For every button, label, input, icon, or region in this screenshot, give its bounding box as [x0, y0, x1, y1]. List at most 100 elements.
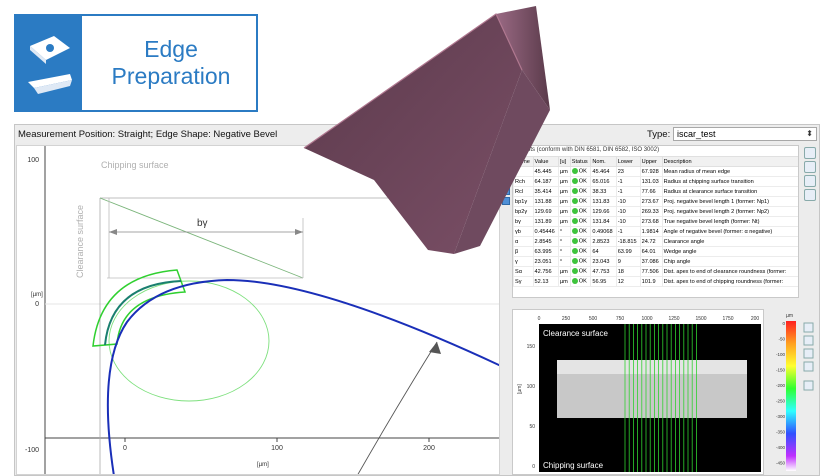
- chevron-down-icon: ⬍: [806, 129, 813, 138]
- cell-value: 42.756: [532, 266, 559, 277]
- column-header[interactable]: Upper: [639, 156, 663, 167]
- status-ok-icon: [571, 218, 578, 225]
- cell-lower: 18: [615, 266, 641, 277]
- type-select[interactable]: iscar_test ⬍: [673, 127, 817, 141]
- table-row[interactable]: Rcl 35.414 µm OK 38.33 -1 77.66 Radius at clear…: [513, 186, 798, 197]
- color-map-icon[interactable]: [803, 380, 814, 391]
- cell-status: OK: [569, 236, 592, 247]
- column-header[interactable]: Nom.: [590, 156, 617, 167]
- table-row[interactable]: Sα 42.756 µm OK 47.753 18 77.506 Dist. apex to …: [513, 266, 798, 277]
- cell-unit: °: [557, 226, 571, 237]
- y-unit-label: [µm]: [31, 292, 43, 298]
- zoom-out-icon[interactable]: [803, 361, 814, 372]
- cell-desc: Dist. apex to end of chipping roundness …: [661, 276, 798, 287]
- colorbar-unit: µm: [786, 313, 793, 319]
- cell-unit: µm: [557, 206, 571, 217]
- status-text: OK: [578, 238, 587, 245]
- save-icon[interactable]: [804, 175, 816, 187]
- colorbar-tick-label: -450: [776, 461, 786, 466]
- cell-status: OK: [569, 176, 592, 187]
- table-row[interactable]: γb 0.45446 ° OK 0.49068 -1 1.9814 Angle of nega…: [513, 226, 798, 237]
- column-header[interactable]: Lower: [615, 156, 641, 167]
- table-row[interactable]: Rch 64.187 µm OK 65.016 -1 131.03 Radius at chi…: [513, 176, 798, 187]
- home-icon[interactable]: [803, 322, 814, 333]
- cell-value: 52.13: [532, 276, 559, 287]
- cell-status: OK: [569, 206, 592, 217]
- table-row[interactable]: α 2.8545 ° OK 2.8523 -18.815 24.72 Clearance an…: [513, 236, 798, 247]
- colorbar-tools: [803, 322, 814, 391]
- status-text: OK: [578, 268, 587, 275]
- cell-unit: °: [557, 246, 571, 257]
- surface-image-view[interactable]: Clearance surface Chipping surface 0 250 5…: [512, 309, 764, 475]
- export-icon[interactable]: [804, 161, 816, 173]
- cell-nom: 38.33: [590, 186, 617, 197]
- column-header[interactable]: Status: [569, 156, 592, 167]
- edge-highlight: [557, 360, 747, 374]
- results-panel: Results (conform with DIN 6581, DIN 6582…: [512, 145, 799, 298]
- edge-face-left: [304, 14, 522, 254]
- cell-upper: 24.72: [639, 236, 663, 247]
- print-icon[interactable]: [804, 189, 816, 201]
- delete-icon[interactable]: [804, 147, 816, 159]
- mean-edge-arc: [104, 280, 182, 346]
- results-header-row: Name Value [u] Status Nom. Lower Upper D…: [513, 156, 798, 167]
- fit-icon[interactable]: [803, 335, 814, 346]
- cell-upper: 64.01: [639, 246, 663, 257]
- card-title-line2: Preparation: [111, 63, 231, 89]
- cell-name: Sα: [513, 266, 534, 277]
- status-ok-icon: [571, 208, 578, 215]
- status-ok-icon: [571, 248, 578, 255]
- edge-3d-render: [290, 0, 550, 260]
- colorbar-svg: µm 0 -50 -100 -150 -200 -250 -300 -350 -400 -450: [776, 313, 814, 471]
- status-ok-icon: [571, 188, 578, 195]
- cell-upper: 1.9814: [639, 226, 663, 237]
- clearance-surface-image-label: Clearance surface: [543, 329, 608, 338]
- cell-nom: 56.95: [590, 276, 617, 287]
- cell-nom: 47.753: [590, 266, 617, 277]
- table-row[interactable]: bγ 131.89 µm OK 131.84 -10 273.68 True negative…: [513, 216, 798, 227]
- cell-status: OK: [569, 266, 592, 277]
- table-row[interactable]: bp2γ 129.69 µm OK 129.66 -10 269.33 Proj. negat…: [513, 206, 798, 217]
- insert-icons: [28, 36, 72, 94]
- image-x-tick-label: 500: [589, 316, 598, 322]
- cell-unit: µm: [557, 186, 571, 197]
- table-row[interactable]: γ 23.051 ° OK 23.043 9 37.086 Chip angle: [513, 256, 798, 267]
- cell-name: Sγ: [513, 276, 534, 287]
- results-table: Name Value [u] Status Nom. Lower Upper D…: [513, 156, 798, 287]
- cell-desc: Mean radius of mean edge: [661, 166, 798, 177]
- status-text: OK: [578, 188, 587, 195]
- status-text: OK: [578, 198, 587, 205]
- image-x-tick-label: 1500: [695, 316, 706, 322]
- cell-status: OK: [569, 246, 592, 257]
- cell-nom: 45.464: [590, 166, 617, 177]
- column-header[interactable]: Description: [661, 156, 798, 167]
- image-x-tick-label: 750: [616, 316, 625, 322]
- cell-desc: Proj. negative bevel length 1 (former: N…: [661, 196, 798, 207]
- colorbar-tick-label: -50: [778, 337, 785, 342]
- table-row[interactable]: Sγ 52.13 µm OK 56.95 12 101.9 Dist. apex to end…: [513, 276, 798, 287]
- status-ok-icon: [571, 258, 578, 265]
- image-x-tick-label: 1250: [668, 316, 679, 322]
- image-x-tick-label: 1750: [722, 316, 733, 322]
- cell-upper: 269.33: [639, 206, 663, 217]
- cell-desc: Radius at clearance surface transition: [661, 186, 798, 197]
- table-row[interactable]: bp1γ 131.88 µm OK 131.83 -10 273.67 Proj. negat…: [513, 196, 798, 207]
- cell-desc: True negative bevel length (former: Nt): [661, 216, 798, 227]
- column-header[interactable]: [u]: [557, 156, 571, 167]
- image-x-tick-label: 200: [751, 316, 760, 322]
- table-row[interactable]: β 63.995 ° OK 64 63.99 64.01 Wedge angle: [513, 246, 798, 257]
- status-text: OK: [578, 218, 587, 225]
- zoom-in-icon[interactable]: [803, 348, 814, 359]
- status-text: OK: [578, 178, 587, 185]
- cell-desc: Chip angle: [661, 256, 798, 267]
- cell-upper: 273.68: [639, 216, 663, 227]
- colorbar-tick-label: -200: [776, 383, 786, 388]
- cell-nom: 129.66: [590, 206, 617, 217]
- colorbar-tick-label: -150: [776, 368, 786, 373]
- cell-lower: -1: [615, 226, 641, 237]
- card-title-line1: Edge: [144, 36, 198, 62]
- colorbar-tick-label: -350: [776, 430, 786, 435]
- edge-face-front: [454, 70, 550, 254]
- cell-nom: 131.83: [590, 196, 617, 207]
